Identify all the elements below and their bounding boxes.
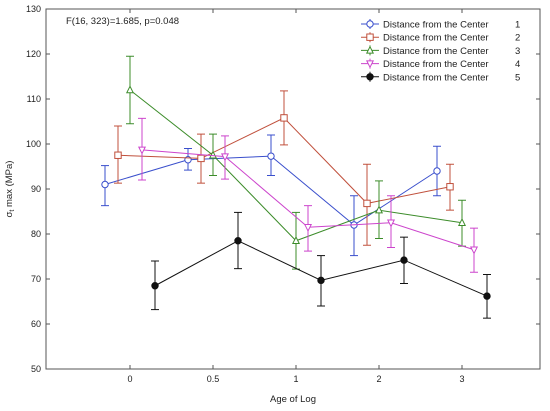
legend-index: 3 — [515, 46, 520, 57]
data-point — [137, 146, 147, 155]
legend-marker — [365, 45, 375, 54]
series-layer — [101, 55, 491, 319]
svg-text:σt max (MPa): σt max (MPa) — [4, 161, 16, 218]
data-point — [125, 85, 135, 94]
x-tick-label: 3 — [459, 374, 464, 384]
y-axis-label-main: σ — [4, 211, 15, 217]
legend-item: Distance from the Center 2 — [361, 32, 520, 44]
data-point — [267, 152, 275, 160]
y-tick-label: 120 — [26, 49, 41, 59]
y-axis: 50 60 70 80 90 100 110 120 130 — [26, 4, 540, 374]
legend-index: 1 — [515, 20, 520, 31]
y-tick-label: 100 — [26, 139, 41, 149]
legend-label: Distance from the Center — [383, 59, 489, 70]
legend-label: Distance from the Center — [383, 33, 489, 44]
data-point — [469, 246, 479, 255]
series-2 — [114, 90, 454, 246]
y-axis-label: σt max (MPa) — [4, 161, 16, 218]
y-tick-label: 90 — [31, 184, 41, 194]
legend-label: Distance from the Center — [383, 72, 489, 83]
legend-index: 2 — [515, 33, 520, 44]
legend-label: Distance from the Center — [383, 20, 489, 31]
x-tick-label: 0 — [127, 374, 132, 384]
data-point — [446, 183, 454, 191]
data-point — [303, 224, 313, 233]
x-tick-label: 1 — [293, 374, 298, 384]
data-point — [197, 154, 205, 163]
legend-marker — [366, 33, 374, 41]
data-point — [220, 153, 230, 162]
data-point — [317, 276, 325, 285]
legend-index: 4 — [515, 59, 520, 70]
data-point — [374, 205, 384, 214]
data-point — [363, 199, 371, 208]
legend-item: Distance from the Center 3 — [361, 45, 520, 57]
data-point — [208, 150, 218, 159]
legend-marker — [365, 60, 375, 69]
data-point — [291, 235, 301, 244]
data-point — [151, 282, 159, 290]
y-tick-label: 80 — [31, 229, 41, 239]
series-1 — [101, 134, 441, 257]
y-tick-label: 110 — [27, 94, 41, 104]
data-point — [234, 237, 242, 245]
x-axis-label: Age of Log — [270, 394, 316, 405]
annotation-text: F(16, 323)=1.685, p=0.048 — [66, 16, 179, 27]
data-point — [114, 151, 122, 159]
data-point — [433, 167, 441, 175]
legend-marker — [366, 73, 374, 81]
y-tick-label: 60 — [31, 319, 41, 329]
y-axis-label-sub: t — [9, 210, 16, 212]
series-5 — [151, 211, 491, 319]
y-tick-label: 50 — [31, 364, 41, 374]
legend-label: Distance from the Center — [383, 46, 489, 57]
legend-item: Distance from the Center 4 — [361, 58, 520, 70]
y-tick-label: 70 — [31, 274, 41, 284]
y-axis-label-rest: max (MPa) — [4, 161, 15, 210]
data-point — [101, 180, 109, 189]
legend-index: 5 — [515, 72, 520, 83]
legend-marker — [366, 20, 374, 28]
data-point — [457, 217, 467, 226]
series-4 — [137, 117, 479, 273]
data-point — [483, 292, 491, 300]
series-3 — [125, 55, 467, 270]
data-point — [386, 219, 396, 228]
data-point — [280, 114, 288, 122]
legend-item: Distance from the Center 5 — [361, 71, 520, 83]
data-point — [400, 256, 408, 264]
x-tick-label: 2 — [376, 374, 381, 384]
y-tick-label: 130 — [26, 4, 41, 14]
legend-item: Distance from the Center 1 — [361, 19, 520, 31]
x-tick-label: 0.5 — [207, 374, 220, 384]
x-axis: 0 0.5 1 2 3 — [127, 9, 465, 384]
